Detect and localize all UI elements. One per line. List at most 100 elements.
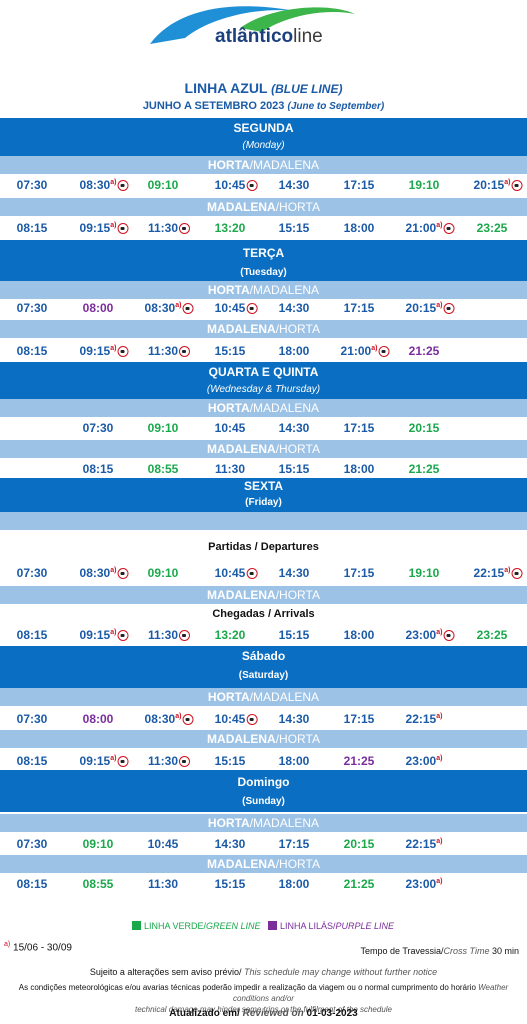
brand-wordmark: atlânticoline	[215, 26, 323, 48]
no-bus-connection-icon	[179, 223, 191, 235]
season-mark: a)	[504, 179, 511, 186]
departure-time: 08:15	[17, 344, 48, 358]
route-origin: HORTA	[207, 158, 250, 172]
departure-time: 20:15a)	[474, 178, 523, 192]
departure-time: 07:30	[17, 301, 48, 315]
time-value: 09:10	[82, 837, 114, 851]
no-bus-connection-icon	[246, 180, 258, 192]
departure-time: 21:00a)	[406, 221, 455, 235]
departure-time: 15:15	[279, 221, 310, 235]
arrivals-label: Chegadas / Arrivals	[212, 608, 315, 620]
departures-row: 07:30 08:00 08:30a) 10:45 14:30 17:15 20:15a)	[0, 301, 527, 321]
no-bus-connection-icon	[378, 346, 390, 358]
time-value: 18:00	[343, 462, 375, 476]
time-value: 13:20	[214, 628, 246, 642]
schedule-disclaimer: Sujeito a alterações sem aviso prévio/ T…	[0, 967, 527, 977]
departure-time: 09:15a)	[80, 754, 129, 768]
day-header-wednesday-thursday: QUARTA E QUINTA (Wednesday & Thursday)	[0, 362, 527, 399]
departures-row: 08:15 09:15a) 11:30 13:20 15:15 18:00 23:00a) 2…	[0, 628, 527, 648]
weather-text-en-2: technical damage may hinder some trips o…	[134, 1005, 393, 1014]
time-value: 10:45	[214, 712, 246, 726]
time-value: 09:15	[79, 628, 111, 642]
departure-time: 11:30	[148, 877, 178, 891]
season-mark: a)	[110, 629, 117, 636]
no-bus-connection-icon	[179, 756, 191, 768]
brand-name-bold: atlântico	[215, 26, 294, 47]
day-subtitle: (Sunday)	[242, 796, 285, 807]
departure-time: 14:30	[279, 566, 310, 580]
green-swatch-icon	[132, 921, 141, 930]
departure-time: 09:15a)	[80, 344, 129, 358]
season-mark: a)	[436, 755, 443, 762]
departure-time: 11:30	[215, 462, 245, 476]
legend-green-line: LINHA VERDE/GREEN LINE	[132, 921, 261, 931]
departure-time: 17:15	[344, 421, 375, 435]
time-value: 17:15	[343, 712, 375, 726]
departure-time: 18:00	[344, 221, 375, 235]
period: JUNHO A SETEMBRO 2023	[142, 100, 285, 112]
route-madalena-horta: MADALENA/HORTA	[0, 440, 527, 458]
departure-time: 08:00	[83, 301, 114, 315]
time-value: 08:30	[79, 566, 111, 580]
time-value: 15:15	[278, 462, 310, 476]
time-value: 21:00	[340, 344, 372, 358]
departure-time: 11:30	[147, 628, 191, 642]
time-value: 08:15	[16, 221, 48, 235]
route-destination: /MADALENA	[249, 283, 320, 297]
time-value: 14:30	[278, 566, 310, 580]
time-value: 08:00	[82, 712, 114, 726]
departure-time: 07:30	[17, 712, 48, 726]
departure-time: 20:15a)	[406, 301, 455, 315]
no-bus-connection-icon	[511, 568, 523, 580]
departure-time: 08:30a)	[145, 712, 194, 726]
no-bus-connection-icon	[511, 180, 523, 192]
departures-row: 08:15 08:55 11:30 15:15 18:00 21:25 23:00a)	[0, 877, 527, 897]
route-origin: MADALENA	[207, 732, 276, 746]
departure-time: 09:10	[83, 837, 114, 851]
time-value: 21:25	[343, 877, 375, 891]
time-value: 08:55	[147, 462, 179, 476]
time-value: 17:15	[278, 837, 310, 851]
day-header-tuesday: TERÇA (Tuesday)	[0, 240, 527, 281]
departure-time: 13:20	[215, 221, 246, 235]
departure-time: 18:00	[279, 877, 310, 891]
departure-time: 23:00a)	[406, 754, 443, 768]
time-value: 11:30	[147, 628, 179, 642]
season-mark: a)	[110, 179, 117, 186]
time-value: 08:30	[79, 178, 111, 192]
disclaimer-text-en: This schedule may change without further…	[241, 967, 438, 977]
departure-time: 15:15	[279, 628, 310, 642]
updated-label-en: Reviewed on	[239, 1008, 304, 1019]
departure-time: 21:00a)	[341, 344, 390, 358]
departure-time: 08:15	[17, 754, 48, 768]
departure-time: 14:30	[215, 837, 246, 851]
day-title: Sábado	[241, 649, 286, 663]
departure-time: 11:30	[148, 754, 191, 768]
no-bus-connection-icon	[182, 714, 194, 726]
route-horta-madalena: HORTA/MADALENA	[0, 281, 527, 299]
time-value: 09:15	[79, 221, 111, 235]
departure-time: 15:15	[215, 877, 246, 891]
time-value: 07:30	[16, 837, 48, 851]
route-origin: MADALENA	[207, 588, 276, 602]
disclaimer-text: Sujeito a alterações sem aviso prévio/	[89, 967, 242, 977]
season-mark: a)	[110, 222, 117, 229]
departure-time: 15:15	[215, 754, 246, 768]
crossing-label-en: Cross Time	[443, 946, 490, 956]
no-bus-connection-icon	[117, 568, 129, 580]
departure-time: 23:25	[477, 221, 508, 235]
route-destination: /HORTA	[275, 588, 320, 602]
route-origin: MADALENA	[207, 200, 276, 214]
route-origin: HORTA	[207, 283, 250, 297]
legend-purple-label-en: PURPLE LINE	[335, 921, 395, 931]
route-origin: HORTA	[207, 401, 250, 415]
time-value: 19:10	[408, 178, 440, 192]
departure-time: 20:15	[344, 837, 375, 851]
no-bus-connection-icon	[246, 714, 258, 726]
departure-time: 14:30	[279, 178, 310, 192]
departure-time: 21:25	[409, 462, 440, 476]
departure-time: 10:45	[148, 837, 179, 851]
time-value: 11:30	[147, 344, 179, 358]
departure-time: 20:15	[409, 421, 440, 435]
route-destination: /HORTA	[275, 200, 320, 214]
